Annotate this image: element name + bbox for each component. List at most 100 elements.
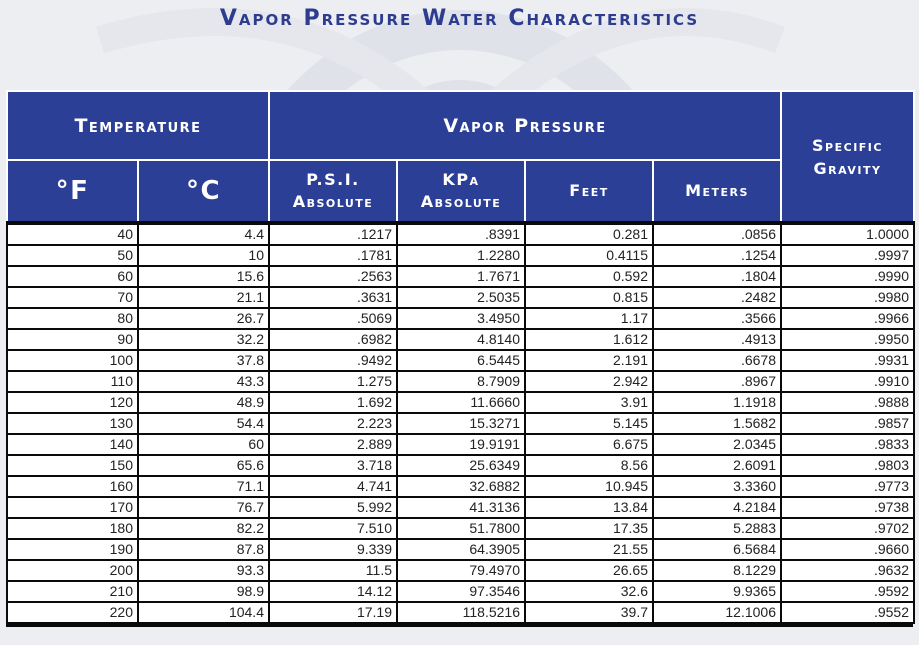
fahrenheit-cell: 160: [6, 476, 139, 498]
table-row: 170 76.7 5.992 41.3136 13.84 4.2184.9738: [6, 497, 915, 519]
kpa-cell: 51.7800: [397, 518, 526, 540]
kpa-cell: 41.3136: [397, 497, 526, 519]
table-row: 110 43.3 1.275 8.7909 2.942.8967.9910: [6, 371, 915, 393]
celsius-cell: 21.1: [138, 287, 270, 309]
table-row: 220 104.4 17.19 118.5216 39.7 12.1006.9552: [6, 602, 915, 624]
table-row: 200 93.3 11.5 79.4970 26.65 8.1229.9632: [6, 560, 915, 582]
meters-cell: 12.1006: [653, 602, 782, 624]
kpa-cell: 3.4950: [397, 308, 526, 330]
celsius-cell: 104.4: [138, 602, 270, 624]
specific-gravity-cell: .9980: [781, 287, 915, 309]
psi-cell: 9.339: [269, 539, 398, 561]
temperature-header: Temperature: [6, 90, 270, 161]
kpa-cell: 15.3271: [397, 413, 526, 435]
psi-cell: .9492: [269, 350, 398, 372]
feet-cell: 1.612: [525, 329, 654, 351]
celsius-cell: 48.9: [138, 392, 270, 414]
specific-gravity-cell: .9833: [781, 434, 915, 456]
psi-cell: .6982: [269, 329, 398, 351]
specific-gravity-cell: .9702: [781, 518, 915, 540]
feet-cell: 32.6: [525, 581, 654, 603]
feet-cell: 21.55: [525, 539, 654, 561]
table-row: 60 15.6.2563 1.7671 0.592.1804.9990: [6, 266, 915, 288]
meters-cell: .1804: [653, 266, 782, 288]
fahrenheit-cell: 170: [6, 497, 139, 519]
vapor-pressure-table-container: Temperature Vapor Pressure Specific Grav…: [6, 90, 915, 627]
meters-cell: 1.1918: [653, 392, 782, 414]
fahrenheit-cell: 220: [6, 602, 139, 624]
fahrenheit-cell: 120: [6, 392, 139, 414]
celsius-cell: 71.1: [138, 476, 270, 498]
table-row: 90 32.2.6982 4.8140 1.612.4913.9950: [6, 329, 915, 351]
psi-cell: .2563: [269, 266, 398, 288]
specific-gravity-cell: .9773: [781, 476, 915, 498]
psi-cell: 5.992: [269, 497, 398, 519]
kpa-header-line2: Absolute: [420, 192, 502, 211]
celsius-cell: 43.3: [138, 371, 270, 393]
celsius-cell: 65.6: [138, 455, 270, 477]
celsius-cell: 15.6: [138, 266, 270, 288]
kpa-header: KPa Absolute: [396, 159, 526, 224]
kpa-cell: 32.6882: [397, 476, 526, 498]
kpa-cell: 25.6349: [397, 455, 526, 477]
feet-cell: 0.4115: [525, 245, 654, 267]
specific-gravity-cell: .9997: [781, 245, 915, 267]
psi-cell: 14.12: [269, 581, 398, 603]
feet-cell: 17.35: [525, 518, 654, 540]
fahrenheit-cell: 140: [6, 434, 139, 456]
meters-cell: .3566: [653, 308, 782, 330]
meters-header: Meters: [652, 159, 782, 224]
feet-cell: 3.91: [525, 392, 654, 414]
kpa-cell: 6.5445: [397, 350, 526, 372]
meters-cell: 6.5684: [653, 539, 782, 561]
specific-gravity-cell: .9888: [781, 392, 915, 414]
fahrenheit-cell: 210: [6, 581, 139, 603]
psi-header-line1: P.S.I.: [306, 170, 360, 189]
psi-cell: 17.19: [269, 602, 398, 624]
kpa-cell: 97.3546: [397, 581, 526, 603]
feet-cell: 0.592: [525, 266, 654, 288]
celsius-cell: 82.2: [138, 518, 270, 540]
feet-cell: 26.65: [525, 560, 654, 582]
fahrenheit-cell: 60: [6, 266, 139, 288]
kpa-cell: 64.3905: [397, 539, 526, 561]
kpa-cell: 1.2280: [397, 245, 526, 267]
kpa-cell: .8391: [397, 221, 526, 246]
table-body: 40 4.4.1217.8391 0.281.0856 1.0000 50 10.1781…: [6, 221, 915, 624]
fahrenheit-cell: 130: [6, 413, 139, 435]
meters-cell: 3.3360: [653, 476, 782, 498]
meters-cell: 5.2883: [653, 518, 782, 540]
vapor-pressure-table: Temperature Vapor Pressure Specific Grav…: [6, 90, 915, 624]
celsius-cell: 60: [138, 434, 270, 456]
celsius-cell: 26.7: [138, 308, 270, 330]
psi-cell: .1217: [269, 221, 398, 246]
feet-cell: 2.191: [525, 350, 654, 372]
table-row: 80 26.7.5069 3.4950 1.17.3566.9966: [6, 308, 915, 330]
specific-gravity-cell: .9950: [781, 329, 915, 351]
specific-gravity-header: Specific Gravity: [780, 90, 915, 224]
fahrenheit-cell: 80: [6, 308, 139, 330]
psi-cell: 4.741: [269, 476, 398, 498]
kpa-cell: 2.5035: [397, 287, 526, 309]
table-row: 150 65.6 3.718 25.6349 8.56 2.6091.9803: [6, 455, 915, 477]
specific-gravity-header-line1: Specific: [812, 135, 883, 155]
table-row: 100 37.8.9492 6.5445 2.191.6678.9931: [6, 350, 915, 372]
feet-cell: 0.815: [525, 287, 654, 309]
psi-cell: 1.275: [269, 371, 398, 393]
specific-gravity-cell: .9990: [781, 266, 915, 288]
table-row: 70 21.1.3631 2.5035 0.815.2482.9980: [6, 287, 915, 309]
vapor-pressure-header: Vapor Pressure: [268, 90, 782, 161]
celsius-header: °C: [137, 159, 270, 224]
fahrenheit-cell: 40: [6, 221, 139, 246]
meters-cell: 1.5682: [653, 413, 782, 435]
psi-header: P.S.I. Absolute: [268, 159, 398, 224]
kpa-cell: 11.6660: [397, 392, 526, 414]
psi-cell: .3631: [269, 287, 398, 309]
feet-cell: 6.675: [525, 434, 654, 456]
specific-gravity-cell: .9660: [781, 539, 915, 561]
feet-cell: 2.942: [525, 371, 654, 393]
psi-cell: .1781: [269, 245, 398, 267]
meters-cell: .2482: [653, 287, 782, 309]
table-row: 50 10.1781 1.2280 0.4115.1254.9997: [6, 245, 915, 267]
psi-cell: 2.889: [269, 434, 398, 456]
